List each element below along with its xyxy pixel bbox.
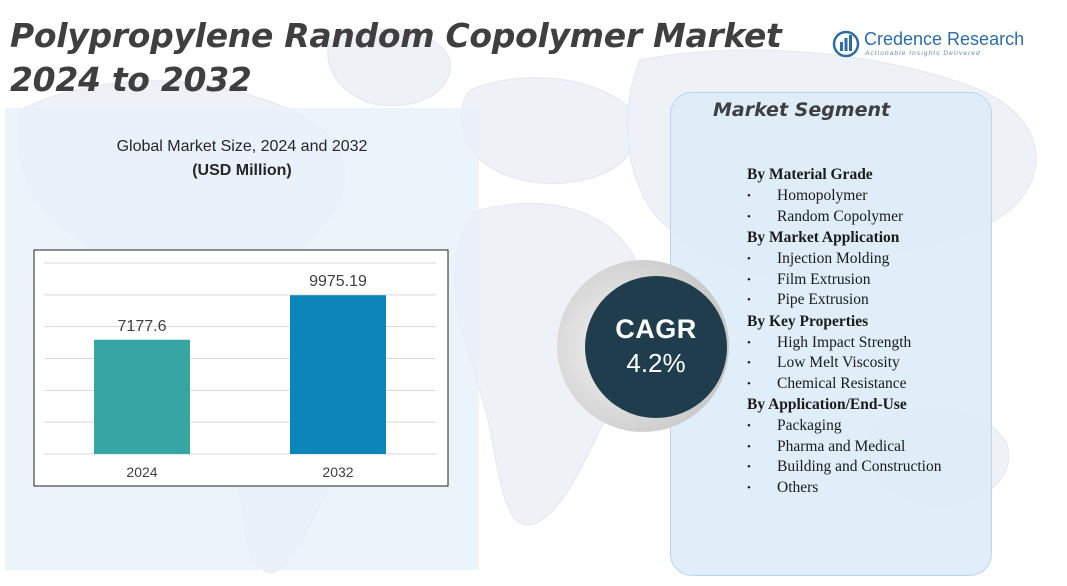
title-line-1: Polypropylene Random Copolymer Market [10, 16, 782, 55]
x-tick-label: 2032 [322, 464, 353, 480]
segment-item: Homopolymer [747, 186, 987, 207]
segment-item: Injection Molding [747, 249, 987, 270]
segment-item: Pharma and Medical [747, 437, 987, 458]
segment-item: Pipe Extrusion [747, 290, 987, 311]
bar-chart-globe-icon [832, 30, 860, 58]
credence-research-logo[interactable]: Credence Research Actionable Insights De… [832, 28, 1025, 62]
segment-group-title: By Market Application [747, 229, 900, 246]
map-greenland [327, 29, 451, 107]
chart-title: Global Market Size, 2024 and 2032 [116, 138, 368, 155]
segment-group-title: By Material Grade [747, 166, 873, 183]
segment-group-title: By Application/End-Use [747, 396, 907, 413]
logo-tagline: Actionable Insights Delivered [865, 50, 981, 57]
cagr-label: CAGR [615, 314, 697, 344]
segment-item: Film Extrusion [747, 270, 987, 291]
data-label: 7177.6 [118, 318, 167, 335]
bar-2024 [94, 339, 190, 454]
x-tick-label: 2024 [126, 464, 157, 480]
segment-item: Packaging [747, 416, 987, 437]
title-line-2: 2024 to 2032 [10, 60, 252, 99]
market-segment-title: Market Segment [713, 99, 891, 121]
segment-item: Low Melt Viscosity [747, 353, 987, 374]
segment-item: Random Copolymer [747, 207, 987, 228]
segment-item: Chemical Resistance [747, 374, 987, 395]
chart-unit: (USD Million) [192, 162, 292, 179]
segment-group-title: By Key Properties [747, 312, 869, 330]
cagr-badge: CAGR 4.2% [585, 276, 727, 418]
cagr-value: 4.2% [626, 348, 686, 378]
data-label: 9975.19 [309, 273, 367, 290]
market-segment-list: By Material Grade HomopolymerRandom Copol… [747, 164, 987, 498]
logo-name: Credence Research [864, 29, 1025, 49]
segment-item: High Impact Strength [747, 333, 987, 354]
segment-item: Building and Construction [747, 457, 987, 478]
page-title: Polypropylene Random Copolymer Market 20… [10, 14, 782, 102]
bar-2032 [290, 295, 386, 454]
segment-item: Others [747, 478, 987, 499]
